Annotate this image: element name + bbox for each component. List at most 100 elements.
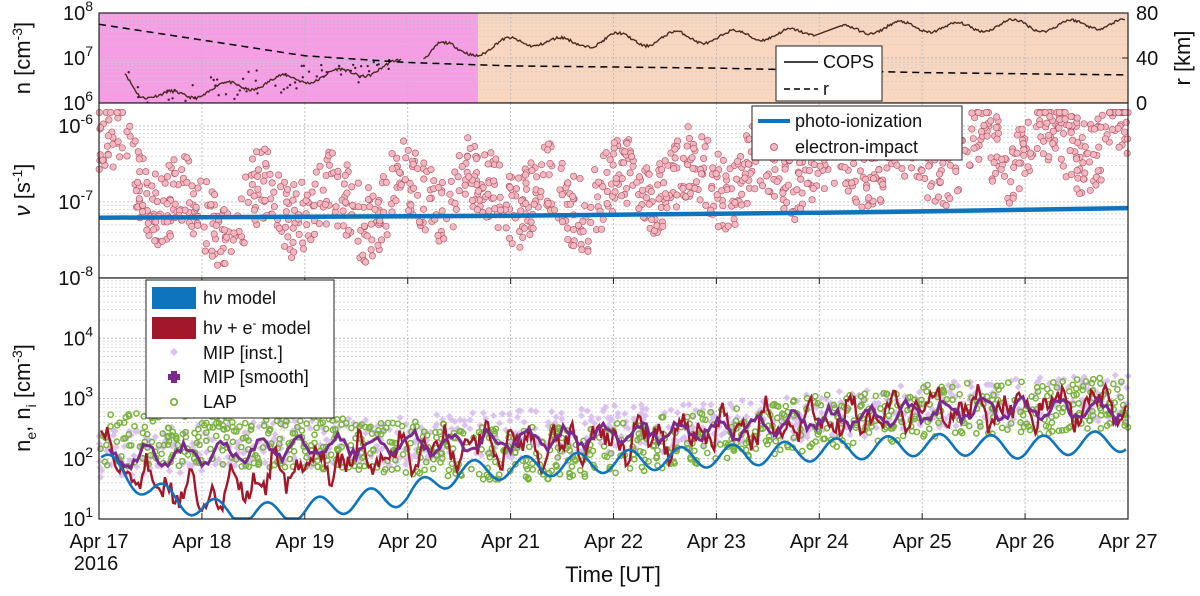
electron-impact-point [701,143,709,151]
lap-point [125,442,133,449]
electron-impact-point [647,187,655,195]
electron-impact-point [298,178,306,186]
electron-impact-point [594,193,602,201]
mip-smooth-line [108,394,1123,472]
electron-impact-point [348,183,356,191]
electron-impact-point [1123,149,1131,157]
lap-point [762,437,770,445]
electron-impact-point [316,162,324,170]
cops-point [136,95,140,99]
lap-point [1117,394,1124,401]
lap-point [241,419,249,427]
lap-point [1117,378,1125,386]
electron-impact-point [576,175,584,183]
mip-inst-point [396,414,404,422]
legend-r-label: r [823,79,829,99]
electron-impact-point [183,178,191,186]
x-year-label: 2016 [74,553,119,575]
electron-impact-point [936,170,944,178]
electron-impact-point [430,177,438,185]
lap-point [266,425,274,433]
lap-point [1048,413,1055,421]
cops-point [171,97,174,100]
electron-impact-point [339,207,347,215]
lap-point [294,423,301,431]
lap-point [223,433,230,441]
lap-point [237,443,245,451]
electron-impact-point [289,196,297,204]
electron-impact-point [415,218,423,226]
mip-inst-point [594,415,602,423]
electron-impact-point [328,149,336,157]
electron-impact-point [1101,135,1109,143]
lap-point [445,466,453,474]
electron-impact-point [194,221,202,229]
lap-point [215,423,223,430]
x-tick-label: Apr 22 [584,531,643,553]
electron-impact-point [212,221,220,229]
electron-impact-point [1094,115,1102,123]
electron-impact-point [440,235,448,243]
lap-point [206,423,214,431]
lap-point [97,445,104,453]
mip-inst-point [861,433,869,441]
electron-impact-point [197,177,205,185]
lap-point [619,419,627,427]
electron-impact-point [618,192,626,200]
lap-point [1047,389,1054,397]
mip-inst-point [166,467,173,475]
electron-impact-point [341,198,349,206]
lap-point [998,424,1006,432]
lap-point [1089,412,1097,419]
electron-impact-point [862,184,870,192]
lap-point [742,446,750,454]
r-line [98,23,1129,76]
electron-impact-point [153,198,161,206]
electron-impact-point [658,166,666,174]
x-tick-label: Apr 24 [790,531,849,553]
electron-impact-point [163,218,171,226]
electron-impact-point [537,188,545,196]
lap-point [784,443,792,451]
mip-inst-point [679,401,687,409]
lap-point [639,449,647,456]
lap-point [107,423,114,430]
cops-point [354,66,357,70]
lap-point [613,420,621,427]
electron-impact-point [1114,124,1122,132]
mip-inst-point [271,430,279,438]
electron-impact-point [332,203,340,211]
mip-inst-point [954,382,962,390]
lap-point [223,425,231,432]
x-axis: Apr 17 Apr 18 Apr 19 Apr 20 Apr 21 Apr 22 Apr … [70,278,1157,553]
electron-impact-point [961,146,969,154]
electron-impact-point [1115,143,1123,151]
electron-impact-point [1046,113,1054,121]
electron-impact-point [564,224,572,232]
cops-point [315,75,318,78]
lap-point [925,425,933,433]
electron-impact-point [1067,129,1075,137]
electron-impact-point [455,152,463,160]
lap-point [1048,428,1056,435]
lap-point [303,420,311,427]
lap-point [815,428,823,436]
electron-impact-point [1065,121,1073,129]
electron-impact-point [731,220,739,228]
electron-impact-point [1067,170,1075,178]
lap-point [921,430,928,438]
mip-inst-point [583,407,591,415]
lap-point [430,455,437,463]
electron-impact-point [292,190,300,198]
electron-impact-point [150,226,158,234]
electron-impact-point [1019,140,1027,148]
cops-line [423,18,1125,60]
electron-impact-point [603,187,611,195]
lap-point [838,402,845,410]
electron-impact-point [248,181,256,189]
lap-point [1018,378,1025,386]
lap-point [388,466,396,473]
legend-middle-box [751,105,963,161]
electron-impact-point [946,194,954,202]
electron-impact-point [1095,143,1103,151]
